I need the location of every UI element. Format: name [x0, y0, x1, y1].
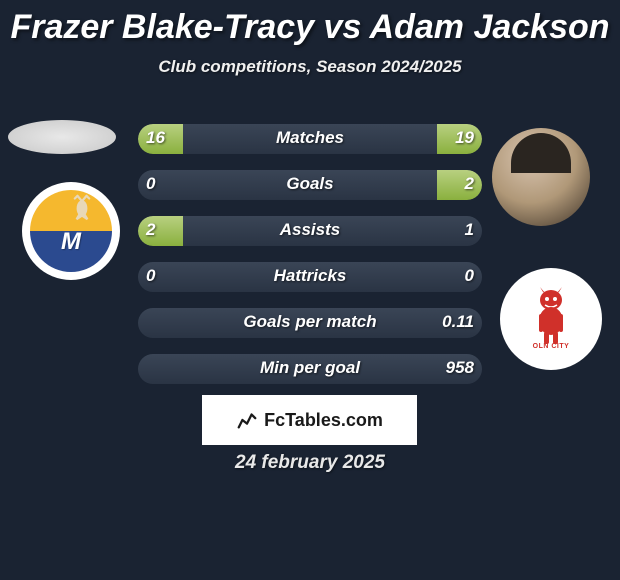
- bar-label: Matches: [138, 128, 482, 148]
- stag-icon: [64, 194, 100, 230]
- stat-bar: Min per goal958: [138, 354, 482, 384]
- watermark-text: FcTables.com: [264, 410, 383, 431]
- avatar-left-placeholder: [8, 120, 116, 154]
- bar-value-right: 0.11: [442, 312, 474, 332]
- stat-bar: Hattricks0 0: [138, 262, 482, 292]
- date-text: 24 february 2025: [0, 452, 620, 474]
- bar-value-left: 2: [146, 220, 155, 240]
- bar-label: Goals: [138, 174, 482, 194]
- page-subtitle: Club competitions, Season 2024/2025: [0, 57, 620, 77]
- bar-value-right: 958: [446, 358, 474, 378]
- stat-bar: Assists2 1: [138, 216, 482, 246]
- club-badge-left: M: [22, 182, 120, 280]
- bar-value-right: 2: [465, 174, 474, 194]
- imp-icon: [526, 286, 576, 346]
- club-right-text: OLN CITY: [510, 343, 592, 350]
- stat-bar: Goals0 2: [138, 170, 482, 200]
- bar-label: Hattricks: [138, 266, 482, 286]
- bar-label: Goals per match: [138, 312, 482, 332]
- bar-label: Assists: [138, 220, 482, 240]
- stat-bar: Matches16 19: [138, 124, 482, 154]
- watermark: FcTables.com: [202, 395, 417, 445]
- club-left-letter: M: [30, 228, 112, 256]
- page-title: Frazer Blake-Tracy vs Adam Jackson: [0, 0, 620, 47]
- avatar-right: [492, 128, 590, 226]
- stat-bar: Goals per match0.11: [138, 308, 482, 338]
- club-badge-right: OLN CITY: [500, 268, 602, 370]
- bar-value-right: 1: [465, 220, 474, 240]
- bar-label: Min per goal: [138, 358, 482, 378]
- stats-bars: Matches1619Goals02Assists21Hattricks00Go…: [138, 124, 482, 400]
- chart-icon: [236, 409, 258, 431]
- bar-value-right: 19: [455, 128, 474, 148]
- bar-value-right: 0: [465, 266, 474, 286]
- bar-value-left: 0: [146, 266, 155, 286]
- bar-value-left: 16: [146, 128, 165, 148]
- bar-value-left: 0: [146, 174, 155, 194]
